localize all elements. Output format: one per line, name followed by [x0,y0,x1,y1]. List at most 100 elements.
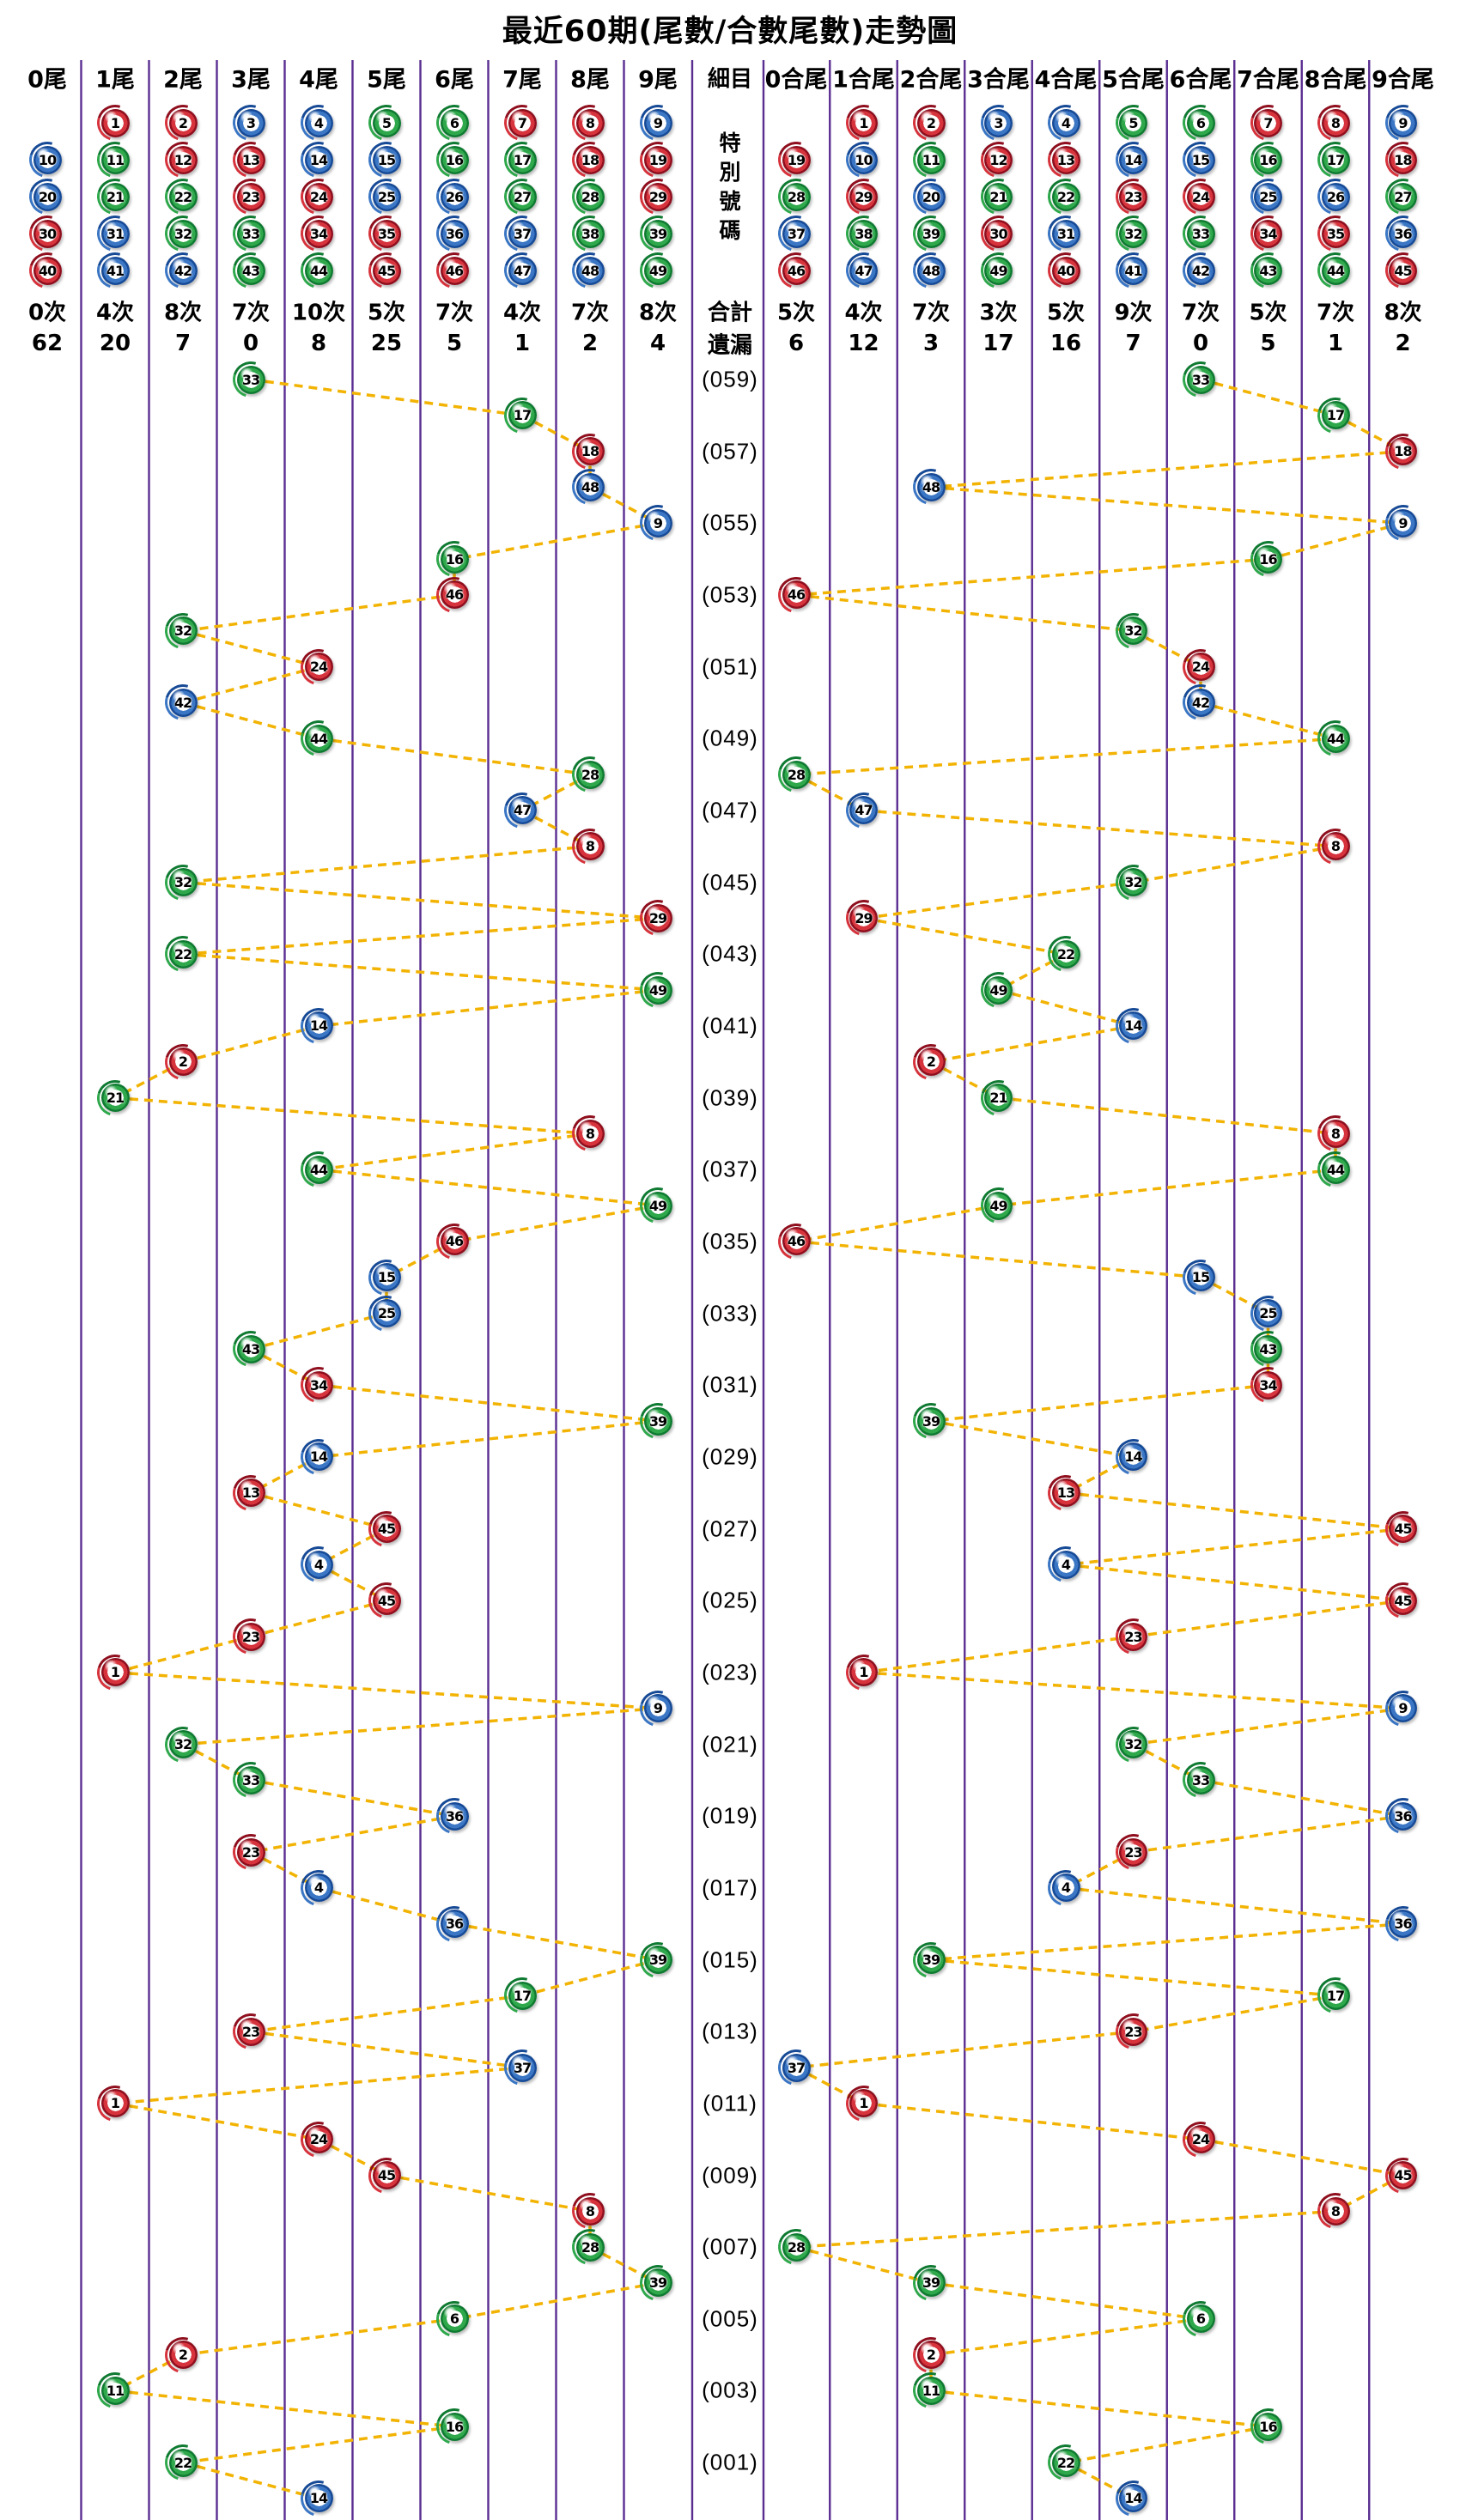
ball-number: 26 [445,188,464,205]
ball-11-green: 11 [916,145,946,174]
ball-23-red: 23 [236,2017,265,2046]
connector-line [250,378,523,417]
ball-37-blue: 37 [782,2053,811,2082]
ball-49-green: 49 [643,975,672,1005]
ball-1-red: 1 [100,2089,130,2118]
count-cell-right-panel-2: 7次 [911,300,951,326]
connector-line [182,2425,455,2464]
ball-number: 46 [787,1233,806,1250]
ball-43-green: 43 [236,1334,265,1363]
period-label: (039) [702,1084,758,1111]
ball-number: 32 [1124,225,1142,242]
ball-number: 45 [377,2167,396,2183]
ball-19-red: 19 [782,145,811,174]
count-cell-right-panel-3: 3次 [979,300,1018,326]
ball-number: 44 [1326,1161,1345,1178]
ball-number: 49 [989,981,1007,999]
ball-6-green: 6 [440,108,469,137]
ball-number: 9 [653,514,663,531]
ball-39-green: 39 [916,2268,946,2298]
ball-40-red: 40 [1051,256,1080,285]
connector-line [1133,1599,1403,1638]
ball-number: 6 [1195,2311,1206,2328]
connector-line [114,1671,659,1710]
miss-cell-right-panel-1: 12 [848,331,879,356]
ball-number: 34 [309,225,328,242]
count-cell-right-panel-7: 5次 [1249,300,1287,326]
ball-36-blue: 36 [1389,1910,1417,1939]
ball-1-red: 1 [849,2089,878,2118]
ball-34-red: 34 [304,219,333,248]
ball-number: 44 [309,730,328,747]
period-label: (003) [702,2377,758,2403]
ball-number: 46 [445,1233,464,1250]
connector-line [182,629,319,669]
ball-number: 45 [377,1521,396,1538]
miss-cell-left-panel-7: 1 [514,331,531,356]
ball-14-blue: 14 [1119,1442,1147,1472]
ball-39-green: 39 [916,219,946,248]
ball-13-red: 13 [1051,1479,1080,1508]
ball-number: 22 [1056,188,1075,205]
miss-cell-left-panel-9: 4 [649,331,666,356]
connector-line [1065,1886,1403,1926]
ball-number: 39 [922,225,940,242]
ball-number: 10 [38,151,57,168]
ball-25-blue: 25 [372,182,401,211]
ball-13-red: 13 [236,1479,265,1508]
ball-2-red: 2 [168,2341,198,2370]
ball-number: 33 [1191,1771,1210,1788]
ball-43-green: 43 [1254,1334,1282,1363]
connector-line [795,557,1268,597]
ball-number: 17 [513,151,532,168]
connector-line [930,1024,1134,1064]
ball-22-green: 22 [1051,2448,1080,2477]
ball-number: 2 [178,114,188,131]
col-header-right-panel-6: 6合尾 [1169,66,1232,94]
ball-22-green: 22 [168,939,198,969]
ball-22-green: 22 [168,2448,198,2477]
ball-number: 47 [513,802,532,819]
connector-line [182,880,659,920]
ball-42-blue: 42 [168,256,198,285]
connector-line [250,1311,387,1351]
ball-number: 28 [787,188,806,205]
connector-line [182,593,455,633]
ball-30-red: 30 [33,219,62,248]
ball-number: 28 [581,188,599,205]
ball-number: 24 [309,2131,328,2148]
miss-cell-left-panel-0: 62 [31,331,64,356]
ball-number: 39 [922,2274,940,2292]
col-header-right-panel-9: 9合尾 [1372,66,1434,94]
col-header-right-panel-3: 3合尾 [967,66,1030,94]
ball-4-blue: 4 [304,1550,333,1579]
ball-2-red: 2 [168,1047,198,1077]
ball-number: 6 [449,114,459,131]
ball-number: 8 [585,114,595,131]
ball-number: 36 [445,1916,464,1933]
ball-number: 14 [309,151,328,168]
ball-34-red: 34 [304,1370,333,1400]
connector-line [453,2281,659,2321]
ball-46-red: 46 [440,580,469,610]
ball-45-red: 45 [372,1586,401,1615]
ball-14-blue: 14 [304,1442,333,1472]
col-header-left-panel-9: 9尾 [638,66,678,94]
ball-number: 31 [106,225,125,242]
ball-23-red: 23 [1119,1622,1147,1651]
connector-line [114,2102,319,2141]
ball-number: 33 [1191,225,1210,242]
ball-number: 44 [1326,730,1345,747]
connector-line [930,2389,1268,2429]
ball-number: 25 [377,188,396,205]
ball-number: 7 [1263,114,1273,131]
period-label: (049) [702,725,758,751]
connector-line [114,1096,591,1136]
ball-4-blue: 4 [1051,1550,1080,1579]
ball-31-blue: 31 [100,219,130,248]
ball-number: 43 [1259,1340,1277,1357]
ball-24-red: 24 [304,2125,333,2154]
ball-number: 29 [855,188,873,205]
connector-line [182,2317,455,2357]
ball-10-blue: 10 [33,145,62,174]
